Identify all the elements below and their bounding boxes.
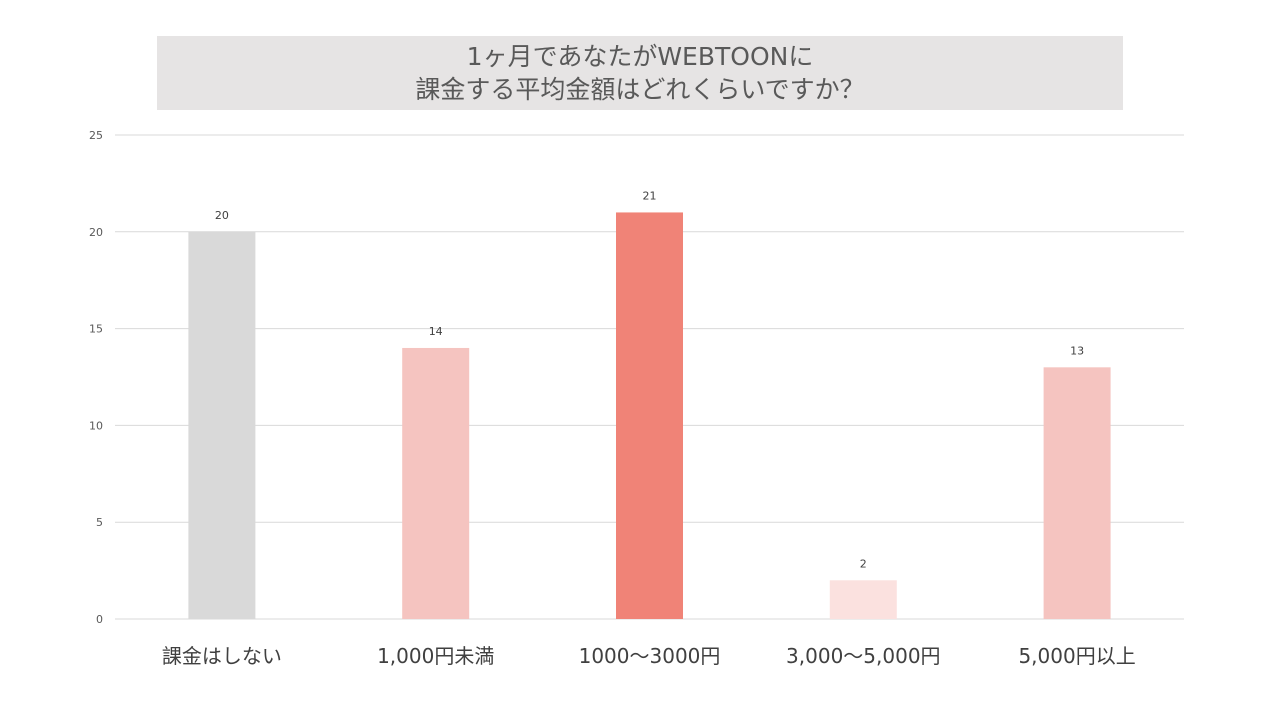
data-label: 2 [860,557,867,570]
bar [188,231,256,620]
chart-title-line-2: 課金する平均金額はどれくらいですか？ [415,75,865,104]
y-tick-label: 20 [89,226,103,239]
bar [402,347,470,619]
y-tick-label: 0 [96,613,103,626]
chart-title-line-1: 1ヶ月であなたがWEBTOONに [466,42,814,71]
data-label: 20 [215,209,229,222]
bar [829,580,897,619]
x-category-label: 課金はしない [162,644,282,668]
data-label: 21 [643,189,657,202]
x-category-label: 5,000円以上 [1018,644,1135,668]
y-tick-label: 10 [89,419,103,432]
bar [616,212,683,619]
chart-title: 1ヶ月であなたがWEBTOONに 課金する平均金額はどれくらいですか？ [157,36,1123,110]
bar [1043,367,1111,619]
data-label: 14 [429,325,443,338]
x-category-label: 3,000〜5,000円 [786,644,941,668]
x-category-label: 1,000円未満 [377,644,494,668]
y-tick-label: 5 [96,516,103,529]
y-tick-label: 25 [89,129,103,142]
y-tick-label: 15 [89,323,103,336]
data-label: 13 [1070,344,1084,357]
x-category-label: 1000〜3000円 [579,644,721,668]
